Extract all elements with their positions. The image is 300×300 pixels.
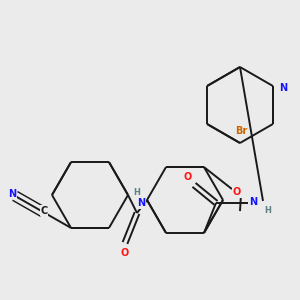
Text: N: N <box>279 83 287 93</box>
Text: N: N <box>137 199 145 208</box>
Text: Br: Br <box>235 126 247 136</box>
Text: H: H <box>134 188 140 197</box>
Text: N: N <box>8 189 16 199</box>
Text: N: N <box>249 197 257 207</box>
Text: H: H <box>265 206 272 215</box>
Text: O: O <box>121 248 129 258</box>
Text: C: C <box>40 206 48 216</box>
Text: O: O <box>233 187 241 197</box>
Text: O: O <box>184 172 192 182</box>
